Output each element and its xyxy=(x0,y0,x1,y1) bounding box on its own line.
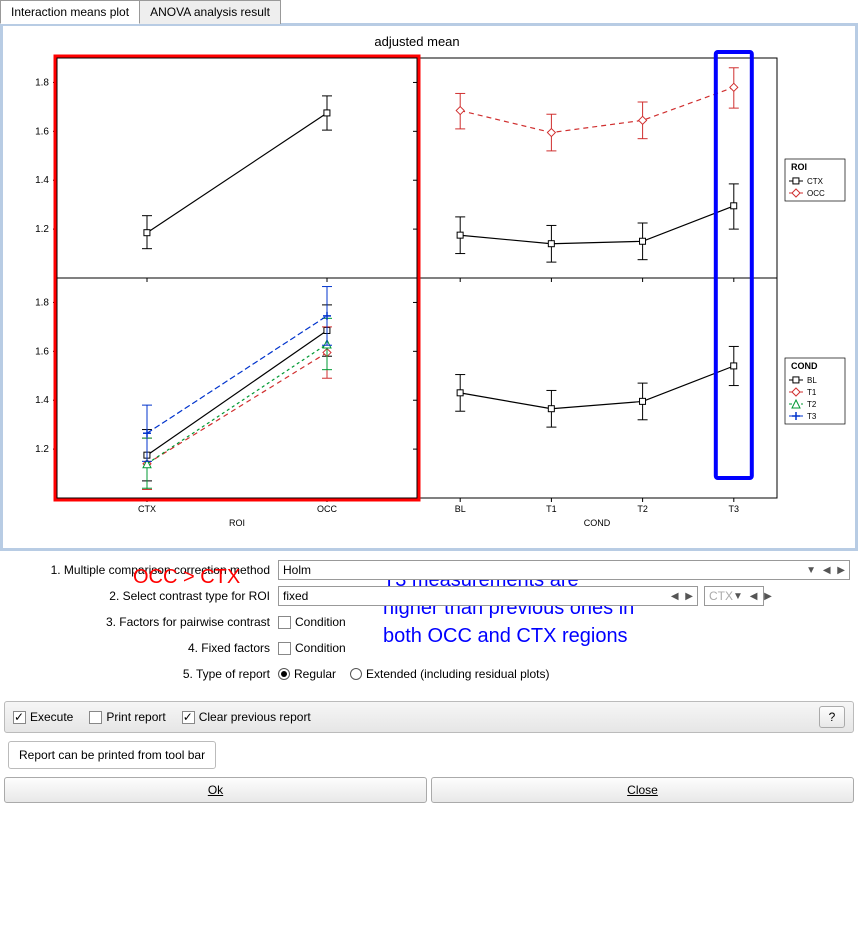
svg-text:BL: BL xyxy=(455,504,466,514)
svg-text:1.4: 1.4 xyxy=(35,395,49,406)
execute-toolbar: Execute Print report Clear previous repo… xyxy=(4,701,854,733)
svg-text:COND: COND xyxy=(584,518,611,528)
step-next-icon[interactable]: ▶ xyxy=(685,591,693,602)
chevron-down-icon[interactable]: ▼ xyxy=(806,565,816,576)
tab-anova-result[interactable]: ANOVA analysis result xyxy=(139,0,281,24)
report-note: Report can be printed from tool bar xyxy=(8,741,216,769)
step-next-icon[interactable]: ▶ xyxy=(837,565,845,576)
annotation-occ-gt-ctx: OCC > CTX xyxy=(133,566,240,589)
report-regular-label: Regular xyxy=(294,667,336,681)
svg-text:COND: COND xyxy=(791,361,818,371)
opt4-label: 4. Fixed factors xyxy=(8,641,278,655)
close-button[interactable]: Close xyxy=(431,777,854,803)
svg-text:1.6: 1.6 xyxy=(35,126,49,137)
fixed-condition-label: Condition xyxy=(295,641,346,655)
contrast-roi-fixed-combo[interactable]: CTX ▼ ◀ ▶ xyxy=(704,586,764,606)
pairwise-condition-checkbox[interactable] xyxy=(278,616,291,629)
opt2-label: 2. Select contrast type for ROI xyxy=(8,589,278,603)
svg-text:ROI: ROI xyxy=(229,518,245,528)
opt5-label: 5. Type of report xyxy=(8,667,278,681)
pairwise-condition-label: Condition xyxy=(295,615,346,629)
svg-text:T1: T1 xyxy=(546,504,557,514)
correction-method-value: Holm xyxy=(283,563,311,577)
contrast-type-combo[interactable]: fixed ◀ ▶ xyxy=(278,586,698,606)
opt3-label: 3. Factors for pairwise contrast xyxy=(8,615,278,629)
step-prev-icon[interactable]: ◀ xyxy=(823,565,831,576)
svg-text:adjusted mean: adjusted mean xyxy=(374,34,459,49)
svg-text:OCC: OCC xyxy=(317,504,338,514)
report-regular-radio[interactable] xyxy=(278,668,290,680)
correction-method-combo[interactable]: Holm ▼ ◀ ▶ xyxy=(278,560,850,580)
report-extended-radio[interactable] xyxy=(350,668,362,680)
svg-text:T3: T3 xyxy=(807,412,817,421)
interaction-means-chart: adjusted mean 1.2 1.4 1.6 1.8 1.2 1.4 1.6 1.8 CTX… xyxy=(7,30,851,544)
svg-text:1.8: 1.8 xyxy=(35,77,49,88)
svg-text:1.2: 1.2 xyxy=(35,224,49,235)
print-report-label: Print report xyxy=(106,710,165,724)
svg-text:1.8: 1.8 xyxy=(35,297,49,308)
step-prev-icon[interactable]: ◀ xyxy=(750,591,758,602)
svg-text:1.6: 1.6 xyxy=(35,346,49,357)
svg-text:ROI: ROI xyxy=(791,162,807,172)
step-prev-icon[interactable]: ◀ xyxy=(671,591,679,602)
clear-report-checkbox[interactable] xyxy=(182,711,195,724)
report-extended-label: Extended (including residual plots) xyxy=(366,667,549,681)
svg-text:CTX: CTX xyxy=(138,504,156,514)
help-button[interactable]: ? xyxy=(819,706,845,728)
contrast-type-value: fixed xyxy=(283,589,308,603)
svg-text:T2: T2 xyxy=(807,400,817,409)
print-report-checkbox[interactable] xyxy=(89,711,102,724)
fixed-condition-checkbox[interactable] xyxy=(278,642,291,655)
step-next-icon[interactable]: ▶ xyxy=(764,591,772,602)
execute-label: Execute xyxy=(30,710,73,724)
clear-report-label: Clear previous report xyxy=(199,710,311,724)
contrast-roi-fixed-value: CTX xyxy=(709,589,733,603)
svg-text:CTX: CTX xyxy=(807,177,824,186)
svg-text:1.4: 1.4 xyxy=(35,175,49,186)
svg-text:1.2: 1.2 xyxy=(35,444,49,455)
chart-panel: adjusted mean 1.2 1.4 1.6 1.8 1.2 1.4 1.6 1.8 CTX… xyxy=(0,23,858,551)
execute-checkbox[interactable] xyxy=(13,711,26,724)
tab-interaction-plot[interactable]: Interaction means plot xyxy=(0,0,140,24)
ok-button[interactable]: Ok xyxy=(4,777,427,803)
svg-text:T3: T3 xyxy=(729,504,740,514)
svg-text:T1: T1 xyxy=(807,388,817,397)
svg-text:T2: T2 xyxy=(637,504,648,514)
svg-text:BL: BL xyxy=(807,376,817,385)
chevron-down-icon[interactable]: ▼ xyxy=(733,591,743,602)
svg-text:OCC: OCC xyxy=(807,189,825,198)
